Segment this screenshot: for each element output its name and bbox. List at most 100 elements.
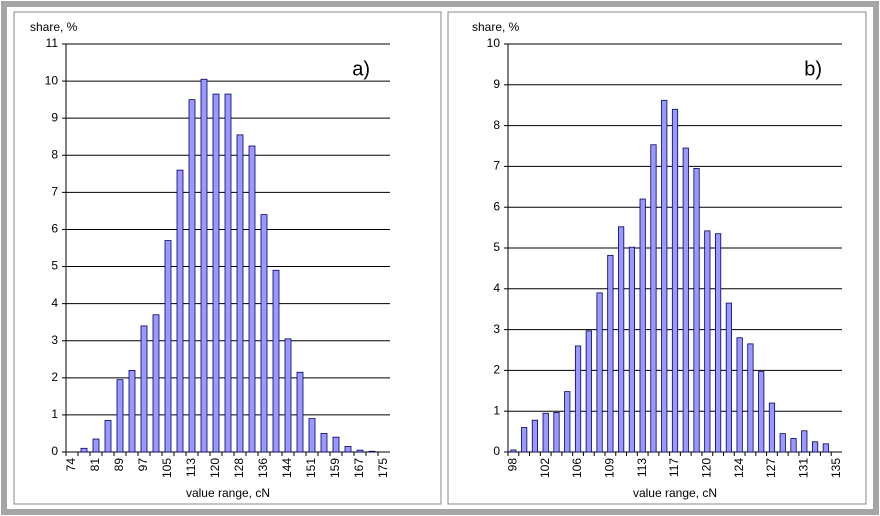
bar — [618, 226, 625, 453]
x-tick-label: 109 — [603, 458, 617, 478]
bar — [521, 427, 528, 453]
bar — [693, 168, 700, 453]
y-axis-label: share, % — [472, 20, 520, 34]
y-tick-label: 3 — [493, 322, 500, 336]
x-tick-label: 159 — [328, 458, 342, 478]
y-tick-label: 4 — [51, 296, 58, 310]
bar — [758, 371, 765, 453]
bar — [715, 233, 722, 453]
y-tick-label: 7 — [493, 159, 500, 173]
bar — [574, 345, 582, 453]
bar — [152, 314, 160, 453]
x-tick-label: 128 — [232, 458, 246, 478]
x-tick-label: 105 — [160, 458, 174, 478]
bar — [628, 246, 635, 453]
x-tick-label: 175 — [376, 458, 390, 478]
bar — [104, 420, 112, 453]
bar — [308, 418, 316, 453]
bar — [236, 134, 244, 453]
bar — [682, 147, 689, 453]
bar — [553, 412, 560, 453]
bar — [510, 449, 517, 453]
y-tick-label: 4 — [493, 281, 500, 295]
bar — [140, 325, 148, 453]
x-tick-label: 81 — [88, 458, 102, 472]
y-tick-label: 2 — [51, 370, 58, 384]
bar — [639, 198, 646, 453]
y-tick-label: 11 — [46, 36, 59, 50]
bar — [779, 433, 786, 453]
y-tick-label: 8 — [493, 118, 500, 132]
bar — [128, 369, 136, 453]
bar — [344, 446, 352, 453]
y-tick-label: 1 — [493, 403, 500, 417]
y-tick-label: 5 — [493, 240, 500, 254]
bar — [736, 337, 743, 453]
y-tick-label: 10 — [45, 73, 59, 87]
x-tick-label: 98 — [506, 458, 520, 472]
bar — [747, 343, 754, 453]
x-tick-label: 102 — [538, 458, 552, 478]
bar — [188, 99, 196, 453]
bar — [212, 93, 220, 453]
x-tick-label: 135 — [829, 458, 843, 478]
bar — [368, 450, 376, 453]
bar — [92, 438, 100, 453]
y-tick-label: 6 — [51, 222, 58, 236]
y-tick-label: 0 — [493, 444, 500, 458]
bar — [248, 145, 256, 453]
bar — [822, 443, 829, 453]
x-tick-label: 113 — [184, 458, 198, 477]
x-axis-label: value range, cN — [186, 486, 270, 500]
bar — [671, 108, 679, 453]
y-tick-label: 9 — [51, 110, 58, 124]
y-tick-label: 1 — [51, 407, 58, 421]
x-tick-label: 113 — [635, 458, 649, 477]
y-axis-label: share, % — [30, 20, 78, 34]
x-tick-label: 120 — [699, 458, 713, 478]
bar — [164, 240, 172, 453]
y-tick-label: 10 — [487, 36, 501, 50]
bar — [224, 93, 232, 453]
bar — [272, 269, 280, 453]
x-tick-label: 106 — [570, 458, 584, 478]
x-tick-label: 120 — [208, 458, 222, 478]
bar — [542, 412, 549, 453]
annotation: b) — [804, 58, 822, 80]
x-tick-label: 131 — [796, 458, 810, 478]
annotation: a) — [352, 58, 370, 80]
x-tick-label: 167 — [352, 458, 366, 478]
bar — [260, 214, 268, 453]
x-tick-label: 117 — [667, 458, 681, 477]
bar — [116, 379, 124, 453]
bar — [596, 292, 603, 453]
x-tick-label: 74 — [64, 458, 78, 472]
y-tick-label: 2 — [493, 363, 500, 377]
x-tick-label: 136 — [256, 458, 270, 478]
x-tick-label: 97 — [136, 458, 150, 472]
bar — [725, 302, 732, 453]
x-axis-label: value range, cN — [633, 486, 717, 500]
bar — [661, 99, 668, 453]
bar — [801, 430, 808, 453]
bar — [200, 78, 208, 453]
x-tick-label: 151 — [304, 458, 318, 478]
bar — [704, 230, 711, 453]
bar — [811, 441, 819, 453]
bar — [564, 391, 571, 453]
y-tick-label: 6 — [493, 199, 500, 213]
bar — [650, 144, 657, 453]
y-tick-label: 0 — [51, 444, 58, 458]
x-tick-label: 89 — [112, 458, 126, 472]
bar — [356, 449, 364, 453]
panel-b — [447, 11, 867, 505]
bar — [531, 419, 539, 453]
bar — [284, 338, 292, 453]
bar — [320, 433, 328, 453]
x-tick-label: 144 — [280, 458, 294, 478]
x-tick-label: 127 — [764, 458, 778, 478]
bar — [80, 447, 88, 453]
bar — [607, 254, 614, 453]
